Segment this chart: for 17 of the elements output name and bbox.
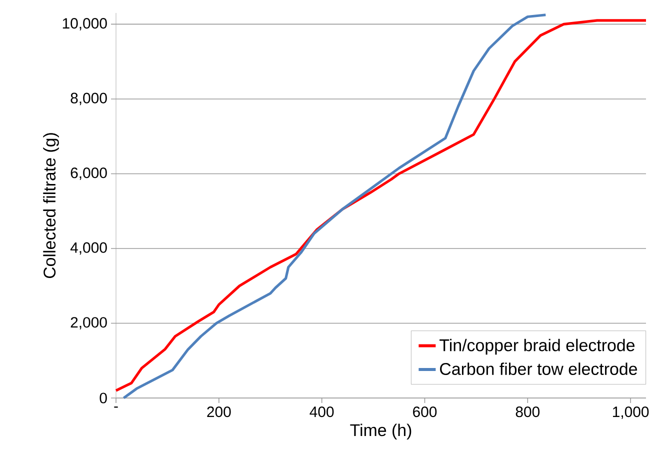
x-axis-title: Time (h)	[350, 424, 412, 440]
y-tick-label: 2,000	[70, 317, 107, 330]
y-tick-label: 4,000	[70, 242, 107, 255]
x-tick-label: 600	[413, 406, 437, 418]
y-tick-label: 10,000	[62, 18, 107, 30]
y-tick-label: 0	[100, 392, 107, 404]
x-tick-label: 800	[516, 406, 540, 418]
legend-label: Tin/copper braid electrode	[440, 338, 635, 355]
legend-label: Carbon fiber tow electrode	[440, 362, 638, 376]
x-tick-label: 400	[310, 406, 334, 418]
y-tick-label: 6,000	[70, 168, 107, 180]
y-tick-label: 8,000	[70, 92, 107, 106]
x-tick-label: -	[114, 406, 118, 408]
line-series	[114, 19, 648, 392]
y-axis-title: Collected filtrate (g)	[43, 133, 59, 278]
x-tick-label: 200	[207, 406, 231, 418]
x-tick-label: 1,000	[613, 406, 649, 419]
